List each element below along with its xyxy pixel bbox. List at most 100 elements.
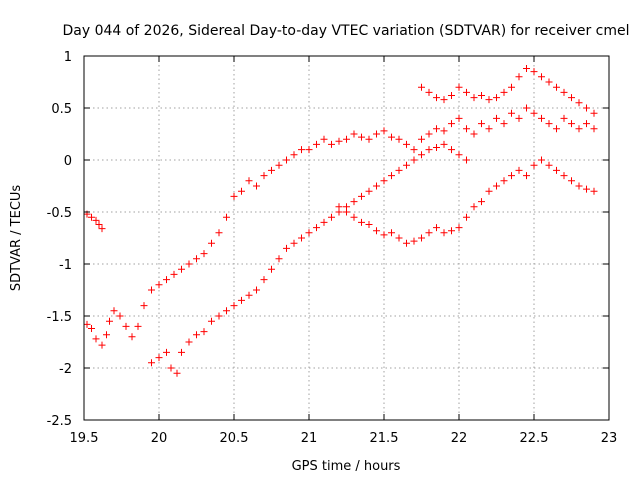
data-point bbox=[485, 125, 493, 133]
x-tick-label: 21 bbox=[301, 431, 318, 446]
data-point bbox=[155, 281, 163, 289]
data-point bbox=[493, 94, 500, 102]
data-point bbox=[253, 286, 260, 294]
data-point bbox=[245, 177, 253, 185]
data-point bbox=[463, 156, 470, 164]
data-point bbox=[298, 146, 305, 154]
data-point bbox=[433, 125, 440, 133]
data-point bbox=[575, 182, 583, 190]
data-point bbox=[98, 341, 106, 349]
data-point bbox=[298, 234, 305, 242]
data-point bbox=[305, 146, 313, 154]
data-point bbox=[523, 64, 530, 72]
data-point bbox=[508, 83, 515, 91]
data-point bbox=[455, 151, 463, 159]
data-point bbox=[365, 135, 373, 143]
data-point bbox=[167, 364, 175, 372]
data-point bbox=[328, 213, 335, 221]
data-point bbox=[95, 220, 103, 228]
data-point bbox=[403, 161, 410, 169]
data-point bbox=[350, 213, 358, 221]
data-point bbox=[208, 239, 215, 247]
y-tick-label: -1.5 bbox=[47, 310, 72, 325]
data-point bbox=[200, 250, 208, 258]
data-point bbox=[163, 276, 170, 284]
data-point bbox=[425, 146, 433, 154]
data-point bbox=[103, 331, 110, 339]
x-tick-label: 21.5 bbox=[370, 431, 399, 446]
data-point bbox=[92, 335, 100, 343]
data-point bbox=[106, 317, 113, 325]
data-point bbox=[485, 96, 493, 104]
data-point bbox=[122, 322, 130, 330]
data-point bbox=[128, 333, 136, 341]
data-point bbox=[140, 302, 148, 310]
data-point bbox=[380, 231, 388, 239]
data-point bbox=[350, 130, 358, 138]
data-point bbox=[148, 286, 155, 294]
data-point bbox=[425, 88, 433, 96]
data-point bbox=[83, 320, 91, 328]
data-point bbox=[358, 218, 365, 226]
x-axis-label: GPS time / hours bbox=[292, 459, 401, 474]
data-point bbox=[260, 172, 268, 180]
data-point bbox=[508, 172, 515, 180]
data-point bbox=[590, 187, 598, 195]
data-point bbox=[583, 120, 590, 128]
data-point bbox=[530, 68, 538, 76]
data-point bbox=[493, 182, 500, 190]
data-point bbox=[388, 172, 395, 180]
data-point bbox=[478, 120, 485, 128]
data-point bbox=[448, 92, 455, 100]
data-point bbox=[575, 99, 583, 107]
data-point bbox=[470, 203, 478, 211]
data-point bbox=[448, 146, 455, 154]
data-point bbox=[538, 114, 545, 122]
data-point bbox=[155, 354, 163, 362]
data-point bbox=[530, 109, 538, 117]
data-point bbox=[313, 224, 320, 232]
data-point bbox=[365, 187, 373, 195]
data-point bbox=[116, 312, 124, 320]
data-point bbox=[215, 229, 223, 237]
y-tick-label: -2.5 bbox=[47, 414, 72, 429]
data-point bbox=[275, 161, 283, 169]
data-point bbox=[410, 156, 418, 164]
data-point bbox=[568, 120, 575, 128]
data-point bbox=[88, 324, 95, 332]
data-points bbox=[83, 64, 598, 377]
data-point bbox=[178, 348, 185, 356]
data-point bbox=[178, 265, 185, 273]
data-point bbox=[500, 177, 508, 185]
data-point bbox=[230, 302, 238, 310]
data-point bbox=[283, 244, 290, 252]
data-point bbox=[185, 260, 193, 268]
data-point bbox=[433, 224, 440, 232]
data-point bbox=[290, 239, 298, 247]
data-point bbox=[560, 114, 568, 122]
data-point bbox=[380, 127, 388, 135]
y-tick-label: 1 bbox=[64, 50, 72, 65]
data-point bbox=[275, 255, 283, 263]
data-point bbox=[305, 229, 313, 237]
data-point bbox=[320, 135, 328, 143]
series-track-b bbox=[83, 210, 106, 233]
data-point bbox=[193, 255, 200, 263]
data-point bbox=[463, 125, 470, 133]
data-point bbox=[343, 208, 350, 216]
data-point bbox=[425, 229, 433, 237]
data-point bbox=[455, 224, 463, 232]
data-point bbox=[358, 133, 365, 141]
data-point bbox=[208, 317, 215, 325]
data-point bbox=[395, 234, 403, 242]
data-point bbox=[335, 203, 343, 211]
data-point bbox=[403, 239, 410, 247]
data-point bbox=[134, 322, 142, 330]
data-point bbox=[92, 216, 100, 224]
data-point bbox=[193, 331, 200, 339]
data-point bbox=[440, 127, 448, 135]
data-point bbox=[253, 182, 260, 190]
data-point bbox=[88, 213, 95, 221]
data-point bbox=[410, 146, 418, 154]
data-point bbox=[455, 83, 463, 91]
